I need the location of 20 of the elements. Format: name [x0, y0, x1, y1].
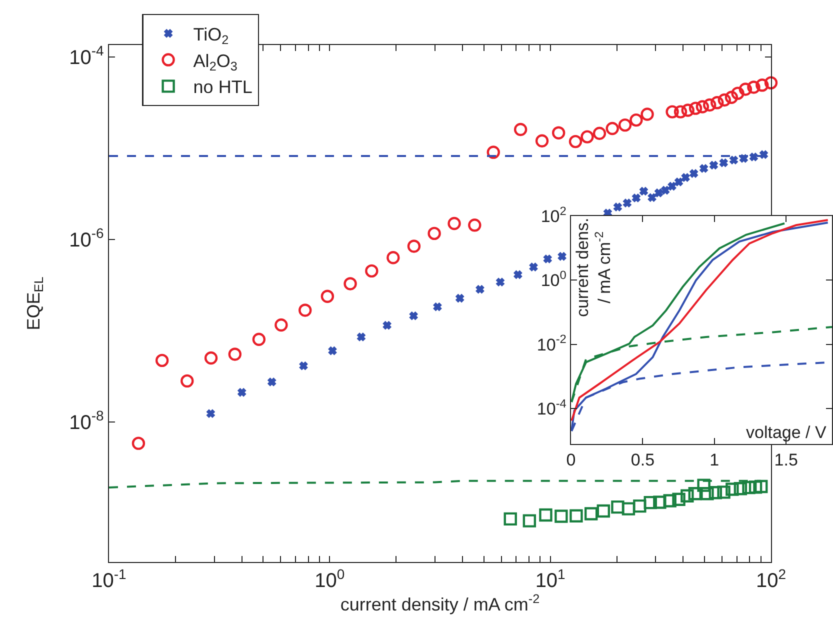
legend-label: no HTL — [193, 77, 252, 98]
y-tick-label: 10$^{-4}$ — [536, 396, 567, 419]
x-axis-title: current density / mA cm$^{-2}$ — [340, 592, 540, 615]
x-tick-label: 0 — [566, 450, 576, 470]
x-tick-label: 10$^{2}$ — [756, 566, 786, 592]
x-axis-title: voltage / V — [746, 423, 827, 442]
x-tick-label: 10$^{-1}$ — [92, 566, 127, 592]
x-tick-label: 0.5 — [630, 450, 655, 470]
x-tick-label: 10$^{0}$ — [314, 566, 345, 592]
x-tick-label: 10$^{1}$ — [535, 566, 566, 592]
legend-label: TiO$_{2}$ — [193, 24, 229, 48]
y-tick-label: 10$^{-8}$ — [69, 407, 104, 434]
legend-label: Al$_{2}$O$_{3}$ — [193, 50, 238, 74]
x-tick-label: 1.5 — [774, 450, 798, 470]
y-tick-label: 10$^{2}$ — [540, 204, 567, 226]
y-tick-label: 10$^{-2}$ — [536, 332, 567, 354]
y-tick-label: 10$^{0}$ — [540, 268, 567, 290]
x-tick-label: 1 — [710, 450, 720, 470]
y-tick-label: 10$^{-6}$ — [69, 224, 104, 252]
y-tick-label: 10$^{-4}$ — [69, 42, 104, 69]
